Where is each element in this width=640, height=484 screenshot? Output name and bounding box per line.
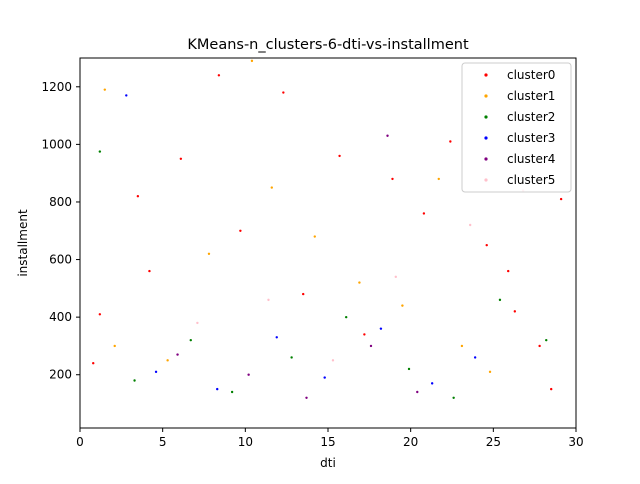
cluster4-point bbox=[416, 390, 419, 394]
y-tick-label: 600 bbox=[49, 253, 72, 267]
cluster0-point bbox=[391, 177, 394, 181]
cluster2-point bbox=[133, 379, 136, 382]
cluster2-point bbox=[189, 338, 192, 342]
y-tick-label: 400 bbox=[49, 310, 72, 324]
legend-label-cluster4: cluster4 bbox=[507, 152, 555, 166]
cluster0-point bbox=[363, 333, 366, 336]
y-axis-ticks: 200 400 600 800 1000 1200 bbox=[41, 80, 80, 382]
cluster3-point bbox=[430, 382, 434, 385]
legend-items: cluster0 cluster1 cluster2 cluster3 cluster4… bbox=[484, 68, 555, 187]
cluster4-point bbox=[305, 396, 308, 399]
x-tick-label: 20 bbox=[403, 435, 418, 449]
cluster2-point bbox=[98, 150, 102, 153]
cluster0-point bbox=[550, 387, 553, 391]
cluster0-point bbox=[449, 140, 452, 143]
cluster0-point bbox=[507, 269, 510, 273]
cluster1-point bbox=[401, 304, 404, 307]
x-axis-label: dti bbox=[320, 456, 336, 470]
x-axis-ticks: 0 5 10 15 20 25 30 bbox=[76, 428, 584, 449]
legend-label-cluster1: cluster1 bbox=[507, 89, 555, 103]
x-tick-label: 10 bbox=[238, 435, 253, 449]
cluster3-point bbox=[216, 387, 219, 391]
cluster1-point bbox=[207, 252, 211, 255]
cluster5-point bbox=[394, 275, 397, 279]
cluster3-point bbox=[473, 356, 477, 359]
cluster1-point bbox=[166, 359, 169, 362]
cluster1-point bbox=[113, 344, 116, 348]
x-tick-label: 15 bbox=[320, 435, 335, 449]
cluster0-point bbox=[513, 310, 517, 313]
y-tick-label: 1200 bbox=[41, 80, 72, 94]
cluster0-point bbox=[239, 229, 242, 232]
legend-box bbox=[461, 62, 572, 193]
cluster1-point bbox=[313, 235, 316, 238]
cluster3-point bbox=[154, 370, 158, 374]
legend-label-cluster5: cluster5 bbox=[507, 173, 555, 187]
y-axis-label: installment bbox=[16, 209, 30, 277]
x-tick-label: 30 bbox=[568, 435, 583, 449]
cluster0-point bbox=[148, 269, 151, 273]
cluster0-point bbox=[98, 313, 102, 316]
cluster1-point bbox=[250, 59, 254, 63]
cluster1-point bbox=[270, 186, 273, 189]
legend: cluster0 cluster1 cluster2 cluster3 cluster4… bbox=[461, 62, 572, 193]
x-tick-label: 0 bbox=[76, 435, 84, 449]
cluster3-point bbox=[323, 376, 326, 379]
y-tick-label: 200 bbox=[49, 368, 72, 382]
cluster0-point bbox=[422, 212, 426, 215]
cluster1-point bbox=[358, 281, 361, 284]
y-tick-label: 800 bbox=[49, 195, 72, 209]
legend-marker-cluster3 bbox=[484, 136, 488, 140]
cluster4-point bbox=[386, 134, 389, 137]
cluster1-point bbox=[103, 88, 107, 91]
cluster5-point bbox=[468, 223, 472, 227]
legend-label-cluster2: cluster2 bbox=[507, 110, 555, 124]
cluster3-point bbox=[275, 336, 278, 339]
cluster5-point bbox=[196, 321, 199, 325]
chart-title: KMeans-n_clusters-6-dti-vs-installment bbox=[187, 37, 469, 53]
legend-marker-cluster5 bbox=[484, 178, 488, 182]
cluster2-point bbox=[498, 298, 502, 302]
cluster0-point bbox=[179, 157, 183, 160]
legend-marker-cluster0 bbox=[484, 73, 488, 77]
y-tick-label: 1000 bbox=[41, 137, 72, 151]
cluster0-point bbox=[302, 292, 305, 296]
legend-marker-cluster2 bbox=[484, 115, 488, 119]
cluster2-point bbox=[545, 338, 548, 342]
x-tick-label: 25 bbox=[486, 435, 501, 449]
cluster3-point bbox=[379, 327, 383, 330]
cluster2-point bbox=[452, 396, 455, 399]
cluster5-point bbox=[331, 359, 335, 362]
x-tick-label: 5 bbox=[159, 435, 167, 449]
cluster0-point bbox=[485, 243, 488, 247]
cluster2-point bbox=[407, 367, 411, 371]
cluster4-point bbox=[369, 344, 373, 348]
cluster2-point bbox=[344, 315, 348, 319]
cluster4-point bbox=[247, 373, 250, 376]
cluster0-point bbox=[338, 154, 341, 158]
cluster0-point bbox=[538, 344, 541, 348]
legend-label-cluster3: cluster3 bbox=[507, 131, 555, 145]
cluster3-point bbox=[125, 94, 128, 97]
cluster0-point bbox=[136, 195, 140, 198]
cluster4-point bbox=[176, 353, 179, 356]
legend-label-cluster0: cluster0 bbox=[507, 68, 555, 82]
cluster0-point bbox=[282, 91, 285, 94]
cluster5-point bbox=[267, 298, 270, 302]
cluster0-point bbox=[559, 197, 563, 201]
cluster0-point bbox=[92, 362, 95, 365]
cluster2-point bbox=[290, 356, 293, 359]
cluster1-point bbox=[437, 177, 440, 181]
cluster0-point bbox=[217, 74, 221, 77]
cluster2-point bbox=[230, 390, 234, 394]
legend-marker-cluster1 bbox=[484, 94, 488, 98]
cluster1-point bbox=[460, 344, 464, 348]
legend-marker-cluster4 bbox=[484, 157, 488, 161]
cluster1-point bbox=[488, 370, 492, 374]
